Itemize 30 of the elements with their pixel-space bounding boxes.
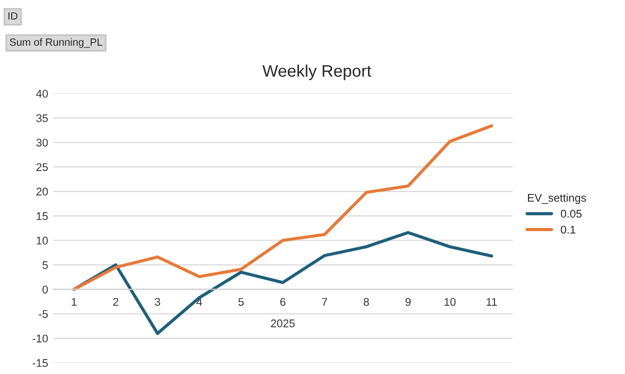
x-tick-label: 10 bbox=[444, 298, 456, 306]
x-tick-label: 5 bbox=[238, 298, 244, 306]
y-tick-label: 30 bbox=[36, 138, 48, 147]
x-tick-label: 8 bbox=[364, 298, 369, 306]
y-tick-label: 5 bbox=[42, 261, 48, 269]
text: ID bbox=[8, 12, 18, 20]
x-tick-label: 9 bbox=[406, 298, 411, 306]
y-tick-label: 0 bbox=[42, 286, 48, 294]
x-tick-label: 3 bbox=[154, 298, 160, 306]
x-tick-label: 6 bbox=[280, 298, 286, 306]
y-tick-label: 25 bbox=[36, 163, 48, 172]
x-tick-label: 7 bbox=[322, 298, 328, 306]
x-axis-title: 2025 bbox=[271, 319, 295, 328]
y-tick-label: -10 bbox=[32, 334, 48, 342]
chart-title: Weekly Report bbox=[262, 64, 372, 80]
legend-label: 0.1 bbox=[560, 226, 576, 234]
y-tick-label: -15 bbox=[32, 359, 48, 367]
text: Sum of Running_PL bbox=[10, 38, 102, 48]
y-tick-label: 10 bbox=[36, 236, 48, 245]
y-tick-label: 20 bbox=[36, 188, 48, 196]
y-tick-label: 15 bbox=[36, 212, 48, 220]
x-tick-label: 11 bbox=[486, 298, 497, 306]
legend-label: 0.05 bbox=[560, 210, 582, 218]
legend-title: EV_settings bbox=[528, 194, 586, 204]
y-tick-label: -5 bbox=[38, 310, 48, 318]
x-tick-label: 2 bbox=[113, 298, 118, 306]
x-tick-label: 1 bbox=[72, 298, 77, 306]
line-series bbox=[72, 124, 494, 291]
y-tick-label: 35 bbox=[36, 114, 48, 122]
y-tick-label: 40 bbox=[36, 90, 48, 98]
